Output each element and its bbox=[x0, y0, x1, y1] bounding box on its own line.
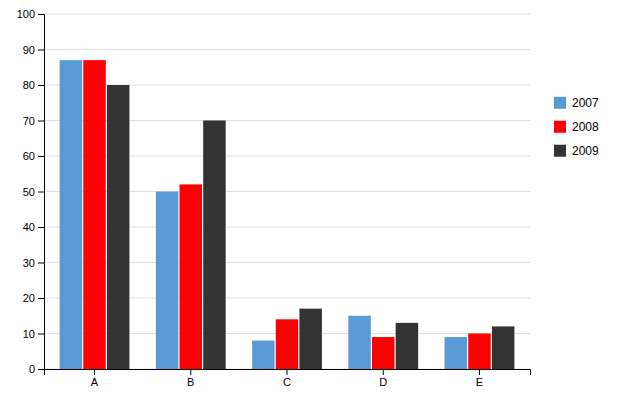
tick: D bbox=[379, 369, 387, 388]
bar bbox=[492, 326, 514, 369]
tick-mark bbox=[38, 263, 44, 264]
bar bbox=[60, 60, 82, 369]
tick-label: A bbox=[91, 376, 99, 388]
tick: 90 bbox=[23, 44, 44, 56]
y-axis: 0 10 20 30 40 50 60 70 80 90 100 bbox=[17, 8, 45, 375]
tick-mark bbox=[38, 121, 44, 122]
tick-mark bbox=[38, 369, 44, 370]
tick-mark bbox=[38, 227, 44, 228]
tick: 10 bbox=[23, 328, 44, 340]
grid-line bbox=[44, 49, 530, 50]
tick-mark bbox=[94, 369, 95, 375]
bar bbox=[156, 192, 178, 370]
legend-label: 2008 bbox=[572, 120, 599, 134]
bar bbox=[203, 121, 225, 370]
legend: 2007 2008 2009 bbox=[554, 96, 599, 158]
tick: 30 bbox=[23, 257, 44, 269]
tick-mark bbox=[383, 369, 384, 375]
tick-mark bbox=[38, 192, 44, 193]
bar bbox=[83, 60, 105, 369]
tick-mark bbox=[38, 298, 44, 299]
tick: B bbox=[187, 369, 194, 388]
legend-item: 2009 bbox=[554, 144, 599, 158]
bar bbox=[180, 184, 202, 369]
bar bbox=[107, 85, 129, 369]
tick-mark bbox=[38, 85, 44, 86]
x-axis: A B C D E bbox=[45, 369, 531, 388]
tick-mark bbox=[479, 369, 480, 375]
legend-item: 2007 bbox=[554, 96, 599, 110]
grid-line bbox=[44, 14, 530, 15]
tick-mark bbox=[38, 334, 44, 335]
tick-label: B bbox=[187, 376, 194, 388]
tick-label: 80 bbox=[23, 79, 35, 91]
tick-label: 90 bbox=[23, 44, 35, 56]
tick-mark bbox=[38, 50, 44, 51]
tick-mark bbox=[38, 156, 44, 157]
bar bbox=[396, 323, 418, 369]
bar bbox=[299, 309, 321, 369]
tick-label: 0 bbox=[29, 363, 35, 375]
axis-line bbox=[45, 370, 531, 376]
tick-mark bbox=[287, 369, 288, 375]
legend-label: 2009 bbox=[572, 144, 599, 158]
bar bbox=[372, 337, 394, 369]
tick-label: 100 bbox=[17, 8, 35, 20]
tick: 100 bbox=[17, 8, 44, 20]
legend-swatch bbox=[554, 145, 566, 157]
tick-label: 20 bbox=[23, 292, 35, 304]
tick: 40 bbox=[23, 221, 44, 233]
tick: 80 bbox=[23, 79, 44, 91]
bar bbox=[445, 337, 467, 369]
bar bbox=[276, 319, 298, 369]
tick-label: 10 bbox=[23, 328, 35, 340]
tick-label: 50 bbox=[23, 186, 35, 198]
tick: 20 bbox=[23, 292, 44, 304]
legend-swatch bbox=[554, 97, 566, 109]
axis-line bbox=[38, 15, 45, 370]
bar-series bbox=[107, 85, 514, 369]
chart: 0 10 20 30 40 50 60 70 80 90 100 A B C D E 2007 2008 2009 bbox=[0, 0, 640, 401]
bar-series bbox=[83, 60, 490, 369]
bar bbox=[468, 334, 490, 370]
tick-mark bbox=[38, 14, 44, 15]
tick: 50 bbox=[23, 186, 44, 198]
tick-label: 60 bbox=[23, 150, 35, 162]
tick: A bbox=[91, 369, 99, 388]
tick: 0 bbox=[29, 363, 44, 375]
tick-label: 30 bbox=[23, 257, 35, 269]
legend-label: 2007 bbox=[572, 96, 599, 110]
legend-swatch bbox=[554, 121, 566, 133]
bar bbox=[348, 316, 370, 369]
bar bbox=[252, 341, 274, 369]
tick: 60 bbox=[23, 150, 44, 162]
tick-label: E bbox=[476, 376, 483, 388]
plot: 0 10 20 30 40 50 60 70 80 90 100 A B C D E bbox=[17, 8, 531, 388]
tick-mark bbox=[190, 369, 191, 375]
bar-series bbox=[60, 60, 467, 369]
legend-item: 2008 bbox=[554, 120, 599, 134]
grid bbox=[44, 14, 530, 369]
tick: 70 bbox=[23, 115, 44, 127]
tick: C bbox=[283, 369, 291, 388]
tick: E bbox=[476, 369, 483, 388]
bars bbox=[60, 60, 515, 369]
tick-label: 70 bbox=[23, 115, 35, 127]
tick-label: D bbox=[379, 376, 387, 388]
tick-label: C bbox=[283, 376, 291, 388]
tick-label: 40 bbox=[23, 221, 35, 233]
